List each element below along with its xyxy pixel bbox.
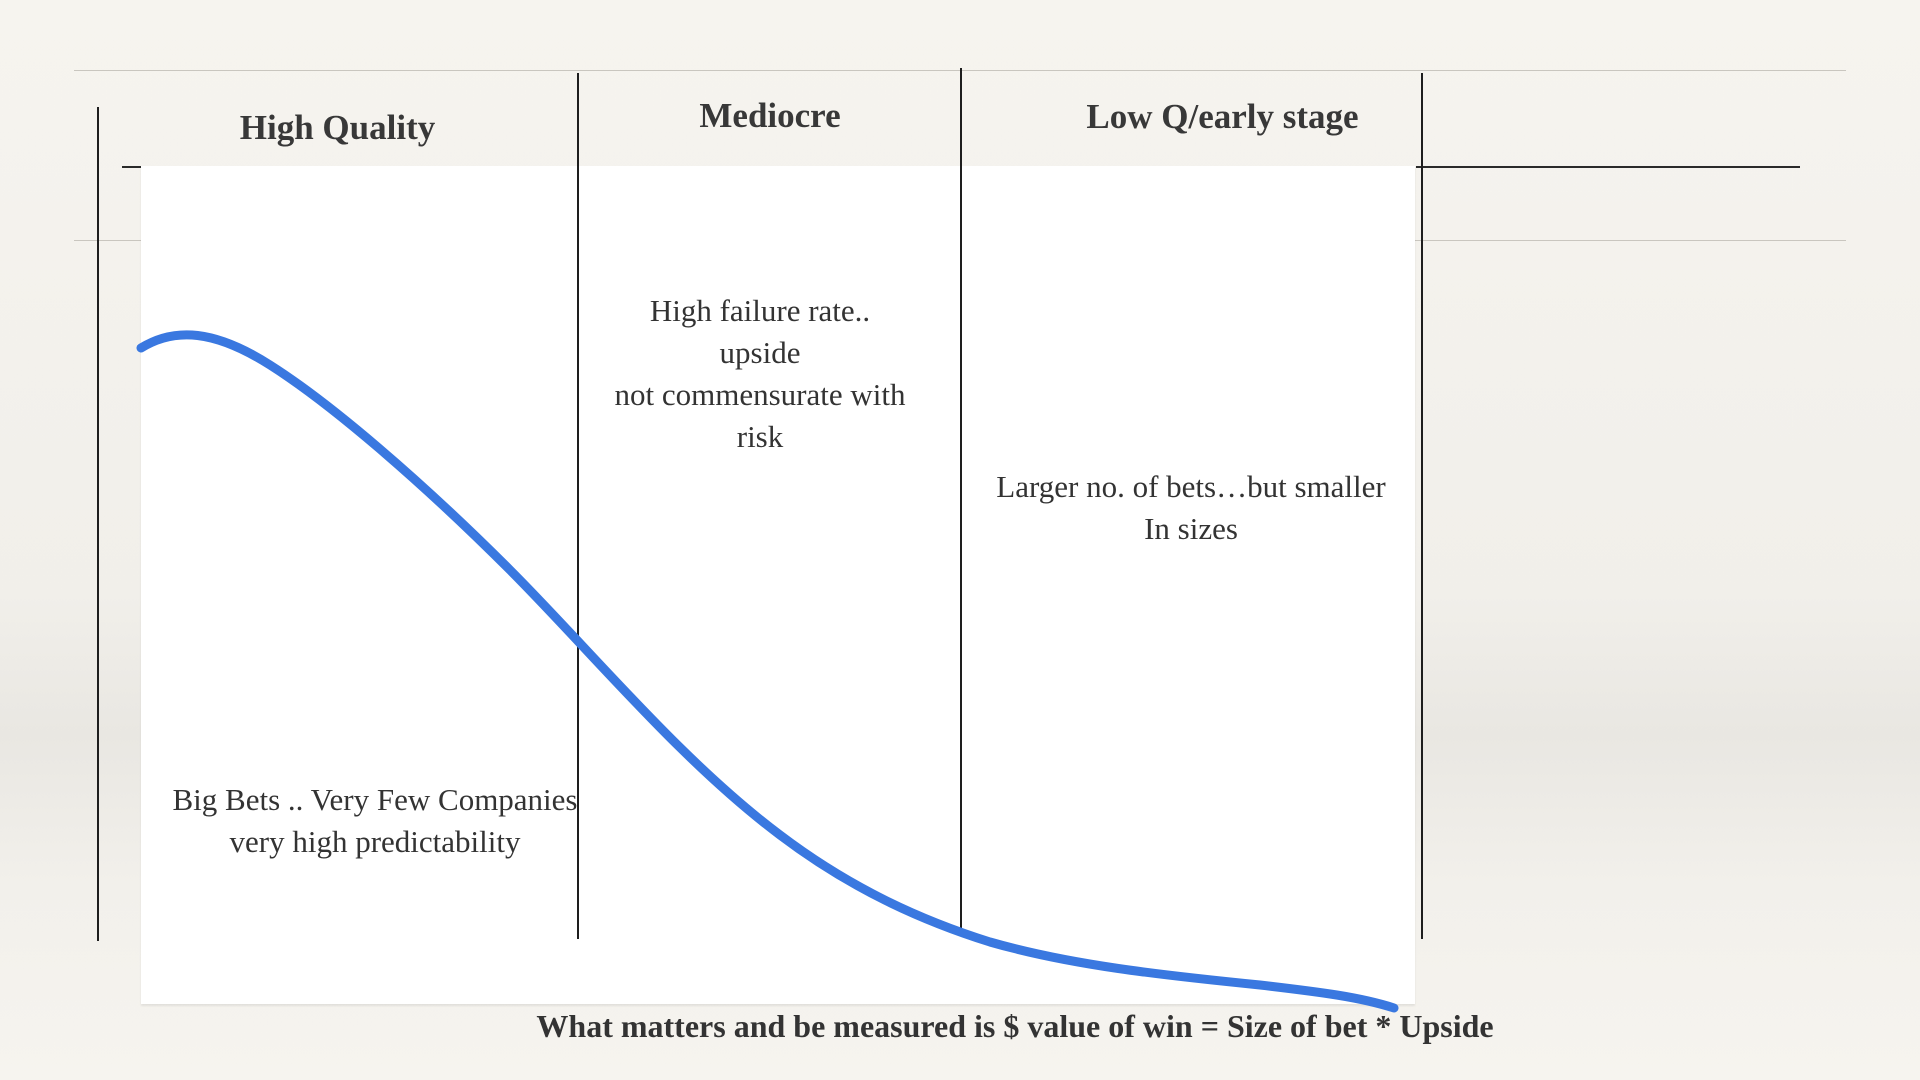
left-axis-line bbox=[97, 107, 99, 941]
note-low-q: Larger no. of bets…but smaller In sizes bbox=[966, 466, 1416, 550]
note-mediocre: High failure rate.. upside not commensur… bbox=[580, 290, 940, 458]
column-header-low-q: Low Q/early stage bbox=[1086, 97, 1359, 136]
note-mediocre-line-1: High failure rate.. bbox=[649, 293, 871, 328]
column-header-high-quality: High Quality bbox=[239, 108, 436, 147]
header-tick-left bbox=[122, 166, 141, 168]
note-high-quality-line-2: very high predictability bbox=[229, 824, 521, 859]
note-mediocre-line-2: upside bbox=[719, 335, 801, 370]
column-header-mediocre: Mediocre bbox=[699, 96, 841, 135]
divider-right bbox=[1421, 73, 1423, 939]
note-low-q-line-1: Larger no. of bets…but smaller bbox=[996, 469, 1386, 504]
footer-formula: What matters and be measured is $ value … bbox=[536, 1008, 1494, 1044]
note-mediocre-line-3: not commensurate with bbox=[614, 377, 906, 412]
note-high-quality: Big Bets .. Very Few Companies very high… bbox=[145, 779, 605, 863]
header-line-right bbox=[1416, 166, 1800, 168]
divider-mediocre-lowq bbox=[960, 68, 962, 934]
note-high-quality-line-1: Big Bets .. Very Few Companies bbox=[172, 782, 578, 817]
note-mediocre-line-4: risk bbox=[736, 419, 784, 454]
note-low-q-line-2: In sizes bbox=[1144, 511, 1238, 546]
